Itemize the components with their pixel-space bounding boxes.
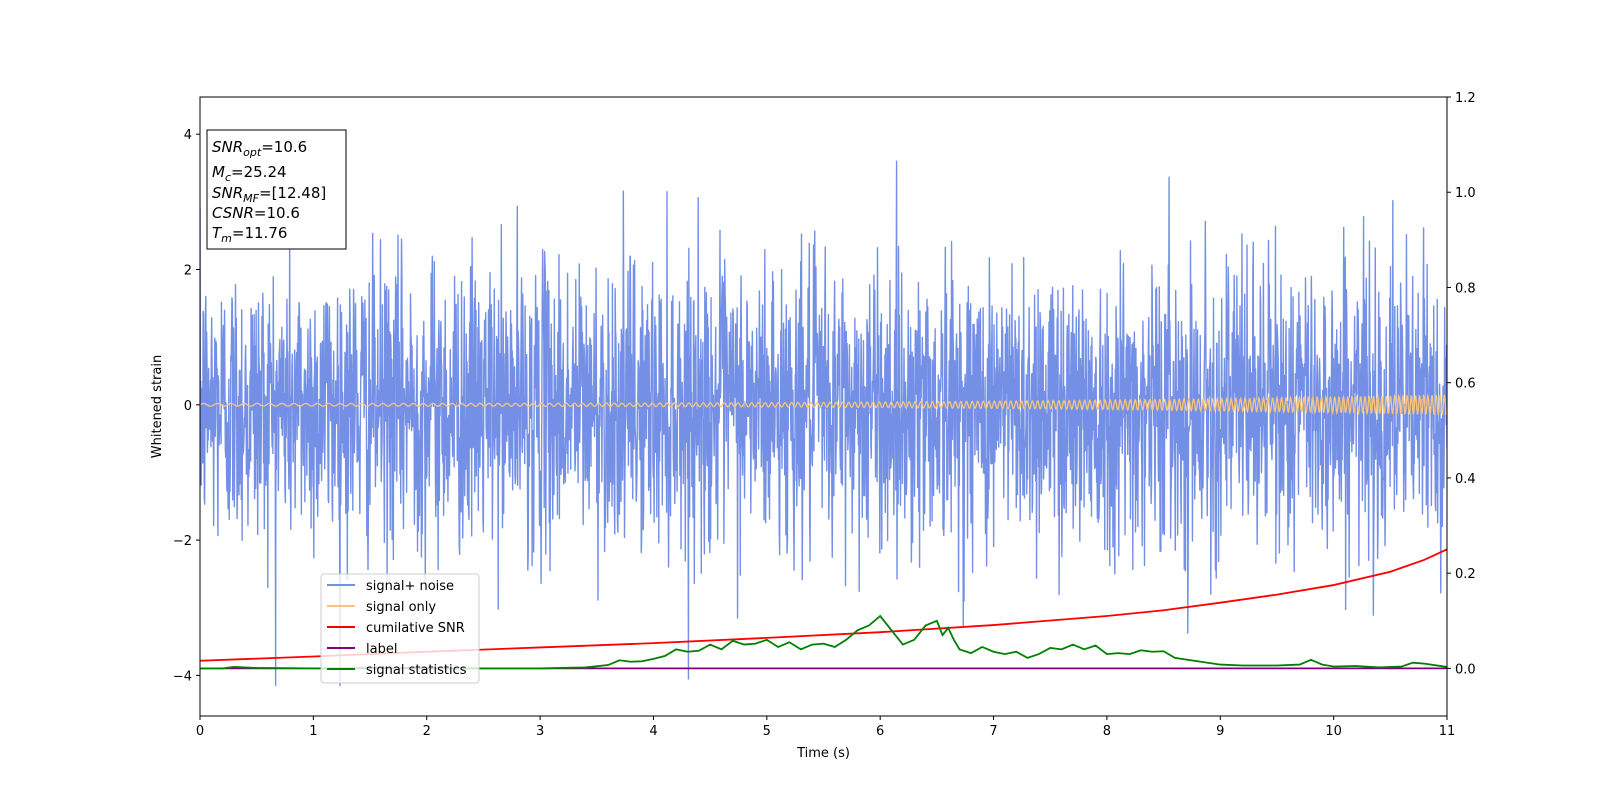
legend-label: signal statistics (366, 663, 467, 678)
x-tick-label: 3 (536, 724, 544, 739)
y-tick-label: −2 (173, 534, 192, 549)
y2-tick-label: 0.0 (1455, 662, 1476, 677)
y2-tick-label: 0.2 (1455, 567, 1476, 582)
info-box-line: SNRMF=[12.48] (212, 184, 326, 205)
x-tick-label: 8 (1103, 724, 1111, 739)
y2-tick-label: 1.2 (1455, 91, 1476, 106)
series-line-signal-noise (200, 160, 1447, 687)
y-tick-label: 2 (184, 264, 192, 279)
y-axis-ticks: −4 −2 0 2 4 (173, 128, 200, 684)
y-tick-label: 4 (184, 128, 192, 143)
legend-label: cumilative SNR (366, 621, 465, 636)
series-line-signal-only (200, 393, 1447, 417)
info-box-frame (206, 129, 347, 250)
info-box-line: Mc=25.24 (212, 163, 287, 184)
x-tick-label: 1 (309, 724, 317, 739)
x-tick-label: 9 (1216, 724, 1224, 739)
axes-frame (199, 96, 1448, 717)
y-tick-label: −4 (173, 669, 192, 684)
y-axis-label: Whitened strain (150, 355, 165, 458)
info-box-line: SNRopt=10.6 (212, 138, 307, 159)
y2-axis-ticks: 0.0 0.2 0.4 0.6 0.8 1.0 1.2 (1447, 91, 1476, 677)
info-box-line: CSNR=10.6 (212, 204, 300, 222)
legend-frame (320, 573, 480, 684)
x-axis-ticks: 0 1 2 3 4 5 6 7 8 9 10 11 (196, 716, 1455, 739)
series-line-cumilative-snr (200, 548, 1447, 662)
info-box-line: Tm=11.76 (212, 224, 287, 245)
x-tick-label: 7 (989, 724, 997, 739)
legend-label: signal only (366, 600, 436, 615)
x-tick-label: 11 (1439, 724, 1456, 739)
x-tick-label: 6 (876, 724, 884, 739)
y2-tick-label: 0.8 (1455, 281, 1476, 296)
info-box: SNRopt=10.6 Mc=25.24SNRMF=[12.48]CSNR=10.… (206, 129, 347, 250)
legend: signal+ noise signal only cumilative SNR la… (320, 573, 480, 684)
y-tick-label: 0 (184, 399, 192, 414)
x-tick-label: 0 (196, 724, 204, 739)
series-line-signal-statistics (200, 614, 1447, 670)
x-tick-label: 5 (763, 724, 771, 739)
x-tick-label: 10 (1325, 724, 1342, 739)
legend-label: signal+ noise (366, 579, 454, 594)
x-tick-label: 2 (423, 724, 431, 739)
y2-tick-label: 0.6 (1455, 377, 1476, 392)
x-tick-label: 4 (649, 724, 657, 739)
y2-tick-label: 1.0 (1455, 186, 1476, 201)
x-axis-label: Time (s) (796, 746, 850, 761)
legend-label: label (366, 642, 397, 657)
y2-tick-label: 0.4 (1455, 472, 1476, 487)
